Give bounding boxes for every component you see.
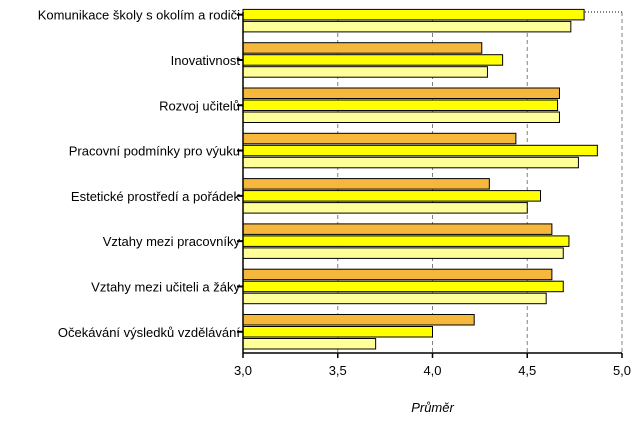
bar: [242, 144, 598, 157]
category-label: Očekávání výsledků vzdělávání: [58, 325, 240, 340]
bar: [242, 202, 528, 214]
axes: [237, 12, 623, 358]
bar: [242, 314, 475, 326]
tick-labels: 3,0 3,5 4,0 4,5 5,0: [234, 363, 631, 378]
bar: [242, 292, 547, 305]
bar: [242, 132, 517, 145]
bar: [242, 42, 483, 54]
category-label: Vztahy mezi pracovníky: [103, 234, 241, 249]
category-label: Komunikace školy s okolím a rodiči: [38, 8, 240, 23]
bar: [242, 280, 564, 293]
category-label: Estetické prostředí a pořádek: [71, 189, 241, 204]
bar: [242, 268, 553, 281]
x-tick-label: 4,0: [423, 363, 441, 378]
category-label: Inovativnost: [171, 53, 241, 68]
bar: [242, 66, 488, 78]
bar: [242, 87, 560, 99]
bar: [242, 54, 504, 66]
bar: [242, 20, 572, 33]
bar: [242, 338, 377, 350]
bar: [242, 99, 559, 111]
category-label: Vztahy mezi učiteli a žáky: [91, 279, 240, 294]
category-labels: Komunikace školy s okolím a rodiči Inovat…: [38, 8, 241, 340]
bar: [242, 223, 553, 235]
bar: [242, 247, 564, 259]
bars: [242, 8, 598, 350]
x-axis-title: Průměr: [411, 400, 454, 415]
bar: [242, 111, 560, 123]
x-tick-label: 3,0: [234, 363, 252, 378]
bar: [242, 156, 579, 169]
category-label: Rozvoj učitelů: [159, 98, 240, 113]
category-label: Pracovní podmínky pro výuku: [69, 144, 240, 159]
bar: [242, 326, 433, 338]
bar: [242, 178, 490, 190]
bar: [242, 235, 570, 247]
bar: [242, 8, 585, 21]
x-tick-label: 3,5: [329, 363, 347, 378]
x-tick-label: 4,5: [518, 363, 536, 378]
bar: [242, 190, 542, 202]
x-tick-label: 5,0: [613, 363, 631, 378]
